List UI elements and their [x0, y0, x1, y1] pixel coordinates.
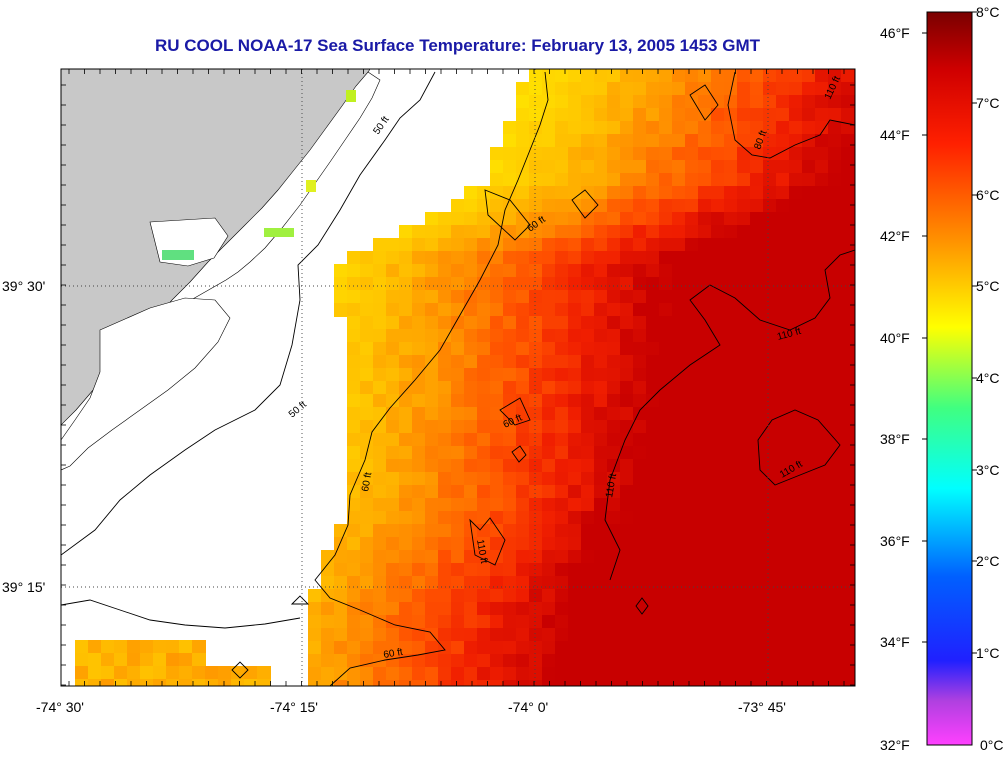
marsh-pixel	[162, 250, 194, 260]
f-label: 32°F	[880, 737, 910, 753]
colorbar-ticks	[922, 11, 977, 654]
lat-tick-label: 39° 15'	[2, 579, 45, 595]
map-title: RU COOL NOAA-17 Sea Surface Temperature:…	[155, 36, 760, 55]
contour-label: 60 ft	[383, 647, 404, 661]
inlet-pixel	[346, 90, 356, 102]
lat-tick-label: 39° 30'	[2, 278, 45, 294]
map-frame	[60, 68, 856, 687]
contour-label: 110 ft	[604, 472, 619, 498]
c-label: 6°C	[976, 187, 1000, 203]
fahrenheit-labels: 46°F 44°F 42°F 40°F 38°F 36°F 34°F 32°F	[880, 25, 910, 753]
bathymetry-contours	[61, 71, 855, 686]
lon-tick-label: -73° 45'	[738, 699, 786, 715]
inlet-pixel-2	[306, 180, 316, 192]
c-label: 8°C	[976, 4, 1000, 20]
contour-label: 60 ft	[360, 471, 374, 492]
c-label: 7°C	[976, 95, 1000, 111]
c-label: 5°C	[976, 278, 1000, 294]
lon-tick-label: -74° 0'	[508, 699, 548, 715]
c-label: 4°C	[976, 370, 1000, 386]
celsius-labels: 8°C 7°C 6°C 5°C 4°C 3°C 2°C 1°C 0°C	[976, 4, 1004, 753]
frame-ticks	[61, 69, 855, 686]
lon-tick-label: -74° 15'	[270, 699, 318, 715]
c-label: 2°C	[976, 553, 1000, 569]
colorbar	[926, 11, 973, 746]
f-label: 46°F	[880, 25, 910, 41]
c-label: 0°C	[980, 737, 1004, 753]
f-label: 36°F	[880, 533, 910, 549]
f-label: 44°F	[880, 127, 910, 143]
f-label: 42°F	[880, 228, 910, 244]
contour-label: 110 ft	[474, 539, 489, 565]
lon-tick-label: -74° 30'	[36, 699, 84, 715]
f-label: 40°F	[880, 330, 910, 346]
f-label: 38°F	[880, 431, 910, 447]
c-label: 1°C	[976, 645, 1000, 661]
bay-pixel	[264, 228, 294, 237]
c-label: 3°C	[976, 462, 1000, 478]
f-label: 34°F	[880, 634, 910, 650]
lower-marsh	[61, 297, 231, 471]
graticule	[61, 69, 855, 686]
